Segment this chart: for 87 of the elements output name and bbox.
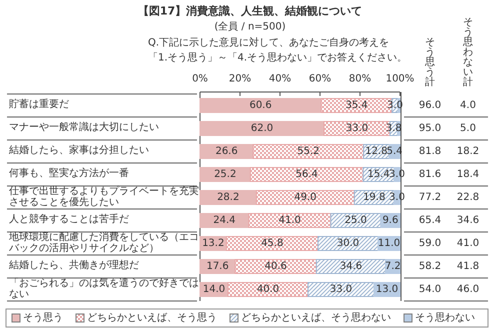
data-label: 9.6 bbox=[382, 215, 398, 226]
text: 81.6 bbox=[418, 169, 442, 180]
text: 22.8 bbox=[456, 192, 480, 203]
bar bbox=[316, 259, 386, 274]
text: 18.2 bbox=[456, 146, 480, 157]
text: 58.2 bbox=[418, 261, 442, 272]
data-label: 55.2 bbox=[297, 146, 320, 157]
text: 41.0 bbox=[456, 238, 480, 249]
text: そう思わない計 bbox=[463, 17, 473, 88]
x-tick-label: 0% bbox=[192, 74, 208, 84]
text: 5.0 bbox=[460, 123, 476, 134]
data-label: 33.0 bbox=[330, 284, 352, 295]
data-label: 41.0 bbox=[278, 215, 301, 226]
bar bbox=[252, 144, 364, 159]
text: 77.2 bbox=[418, 192, 442, 203]
data-label: 56.4 bbox=[296, 169, 318, 180]
x-tick-label: 100% bbox=[386, 74, 414, 84]
data-label: 25.0 bbox=[344, 215, 367, 226]
x-tick-label: 20% bbox=[228, 74, 252, 84]
data-label: 19.8 bbox=[363, 192, 386, 203]
text: 「1.そう思う」～「4.そう思わない」でお答えください。 bbox=[148, 52, 408, 64]
bar bbox=[250, 167, 364, 182]
data-label: 14.0 bbox=[202, 284, 226, 295]
data-label: 60.6 bbox=[249, 100, 272, 111]
data-label: 25.2 bbox=[214, 169, 236, 180]
text: 65.4 bbox=[418, 215, 442, 226]
y-tick-label: 貯蓄は重要だ bbox=[9, 98, 70, 112]
y-tick-label: 「おごられる」のは気を遣うので好きではない bbox=[9, 278, 199, 300]
x-tick-label: 40% bbox=[268, 74, 292, 84]
text: 59.0 bbox=[418, 238, 442, 249]
x-tick-label: 80% bbox=[348, 74, 372, 84]
legend-label: どちらかといえば、そう思う bbox=[87, 312, 217, 324]
data-label: 24.4 bbox=[213, 215, 236, 226]
text: 4.0 bbox=[460, 100, 476, 111]
text: 34.6 bbox=[456, 215, 480, 226]
bar bbox=[200, 121, 324, 136]
data-label: 33.0 bbox=[346, 123, 368, 134]
data-label: 30.0 bbox=[336, 238, 360, 249]
bar bbox=[200, 213, 250, 228]
text: 96.0 bbox=[418, 100, 442, 111]
data-label: 34.6 bbox=[340, 261, 362, 272]
y-tick-label: 何事も、堅実な方法が一番 bbox=[9, 166, 130, 182]
text: 95.0 bbox=[418, 123, 442, 134]
data-label: 45.8 bbox=[261, 238, 284, 249]
y-tick-label: マナーや一般常識は大切にしたい bbox=[9, 120, 160, 136]
text: 18.4 bbox=[456, 169, 480, 180]
bar bbox=[200, 190, 257, 205]
data-label: 35.4 bbox=[345, 100, 368, 111]
y-tick-label: 人と競争することは苦手だ bbox=[9, 212, 130, 228]
data-label: 49.0 bbox=[294, 192, 317, 203]
text: 54.0 bbox=[418, 284, 442, 295]
legend-label: どちらかといえば、そう思わない bbox=[241, 312, 391, 324]
y-tick-label: 結婚したら、共働きが理想だ bbox=[9, 258, 140, 274]
data-label: 62.0 bbox=[250, 123, 274, 134]
text: 46.0 bbox=[456, 284, 480, 295]
data-label: 26.6 bbox=[215, 146, 238, 157]
y-tick-label: 地球環境に配慮した消費をしている（エコバックの活用やリサイクルなど） bbox=[9, 232, 199, 254]
bar bbox=[248, 213, 332, 228]
bar bbox=[228, 282, 308, 297]
data-label: 13.2 bbox=[202, 238, 224, 249]
bar bbox=[200, 167, 251, 182]
subtitle: (全員 / n=500) bbox=[214, 22, 286, 32]
title: 【図17】消費意識、人生観、結婚観について bbox=[138, 4, 362, 18]
data-label: 15.4 bbox=[367, 169, 390, 180]
data-label: 12.8 bbox=[365, 146, 388, 157]
text: 81.8 bbox=[418, 146, 442, 157]
bar bbox=[226, 236, 318, 251]
data-label: 7.2 bbox=[384, 261, 401, 272]
data-label: 40.0 bbox=[256, 284, 280, 295]
bar bbox=[318, 236, 378, 251]
y-tick-label: 結婚したら、家事は分担したい bbox=[9, 144, 150, 158]
text: Q.下記に示した意見に対して、あなたご自身の考えを bbox=[148, 36, 390, 48]
data-label: 13.0 bbox=[376, 284, 398, 295]
bar bbox=[308, 282, 374, 297]
text: 41.8 bbox=[456, 261, 480, 272]
data-label: 40.6 bbox=[264, 261, 287, 272]
data-label: 11.0 bbox=[378, 238, 400, 249]
bar bbox=[200, 98, 322, 113]
bar bbox=[234, 259, 317, 274]
legend-label: そう思う bbox=[23, 312, 63, 324]
data-label: 17.6 bbox=[206, 261, 229, 272]
data-label: 28.2 bbox=[217, 192, 240, 203]
x-tick-label: 60% bbox=[308, 74, 332, 84]
y-tick-label: 仕事で出世するよりもプライベートを充実させることを優先したい bbox=[9, 186, 199, 208]
bar bbox=[256, 190, 355, 205]
legend-label: そう思わない bbox=[415, 312, 475, 324]
text: そう思う計 bbox=[425, 37, 435, 88]
